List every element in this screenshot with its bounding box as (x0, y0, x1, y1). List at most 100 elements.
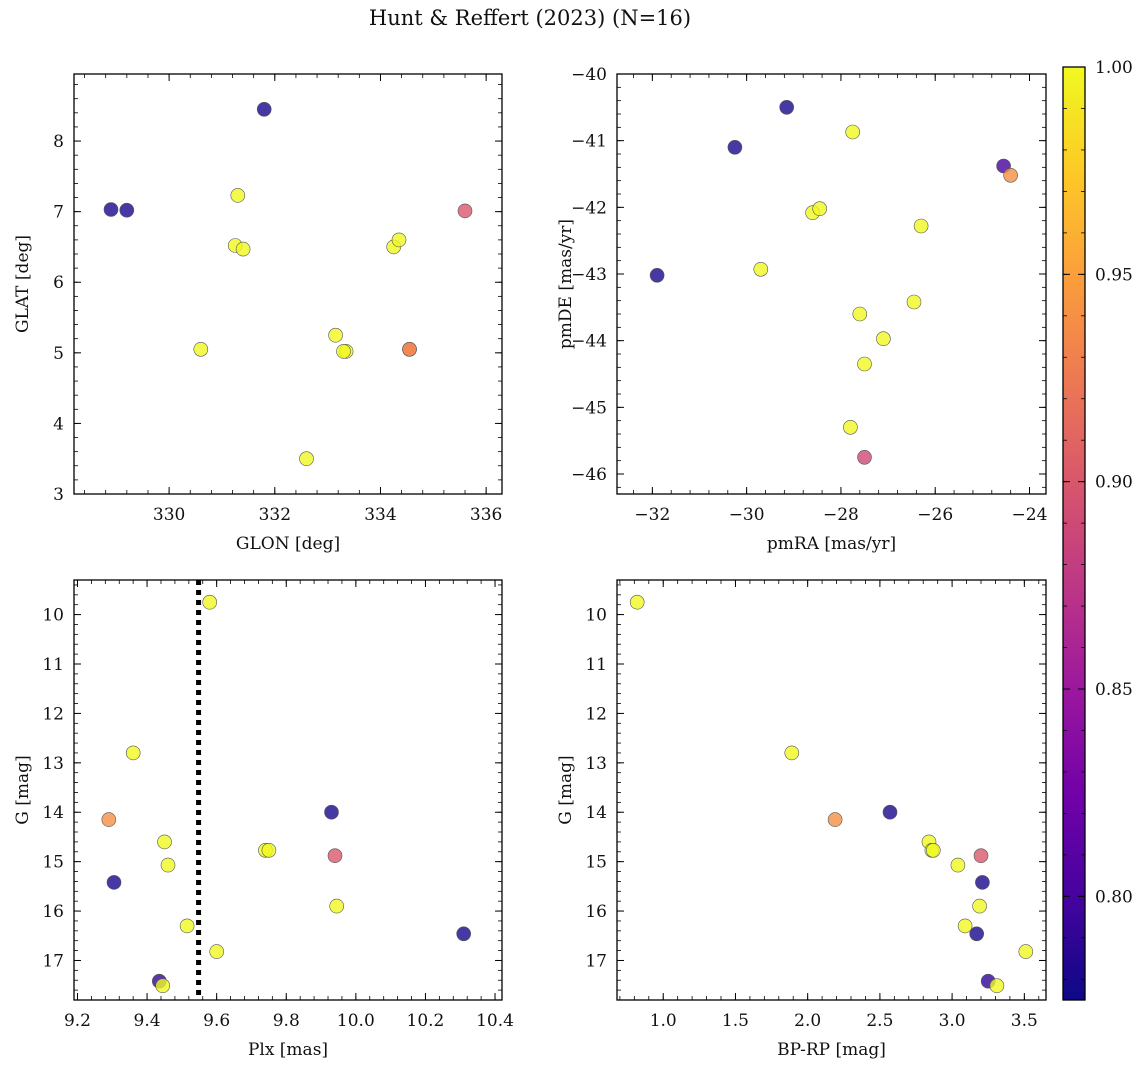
data-point (457, 203, 473, 219)
y-tick-label: 10 (585, 606, 607, 626)
data-point (727, 140, 743, 155)
data-point (876, 331, 891, 347)
figure-title: Hunt & Reffert (2023) (N=16) (368, 6, 692, 30)
data-point (629, 594, 645, 610)
data-point (812, 201, 828, 216)
y-axis-label: G [mag] (556, 755, 576, 824)
data-point (329, 898, 345, 914)
data-point (261, 842, 277, 858)
y-tick-label: 12 (585, 704, 607, 724)
data-point (649, 267, 665, 283)
y-axis-label: pmDE [mas/yr] (556, 219, 576, 349)
x-axis-label: pmRA [mas/yr] (767, 534, 896, 554)
data-point (989, 978, 1005, 994)
x-tick-label: 9.4 (134, 1011, 161, 1031)
data-point (179, 918, 195, 934)
x-tick-label: −30 (729, 505, 765, 525)
x-tick-label: 3.0 (939, 1011, 966, 1031)
x-tick-label: 2.5 (866, 1011, 893, 1031)
y-tick-label: 3 (53, 485, 64, 505)
x-tick-label: −32 (634, 505, 670, 525)
data-point (456, 926, 472, 942)
data-point (157, 834, 172, 850)
panel-2: −32 −30 −28 −26 −24 −46 −45 −44 −43 −42 −41 −40 pmRA… (556, 65, 1047, 554)
data-point (857, 356, 872, 372)
x-tick-label: 2.0 (794, 1011, 821, 1031)
data-point (256, 102, 272, 117)
y-tick-label: 14 (42, 803, 64, 823)
x-axis-label: GLON [deg] (236, 534, 340, 554)
x-axis-label: Plx [mas] (248, 1040, 328, 1060)
panel-4: 1.0 1.5 2.0 2.5 3.0 3.5 10 11 12 13 14 15 16 17 BP-RP … (556, 579, 1047, 1060)
x-tick-label: 10.0 (337, 1011, 375, 1031)
data-point (299, 451, 314, 467)
x-tick-label: 9.2 (64, 1011, 91, 1031)
data-point (913, 218, 929, 234)
y-tick-label: 17 (42, 951, 64, 971)
colorbar-tick-label: 0.80 (1095, 887, 1133, 907)
y-tick-label: 5 (53, 344, 64, 364)
data-point (101, 812, 117, 827)
data-point (779, 100, 795, 115)
x-tick-label: 3.5 (1011, 1011, 1038, 1031)
data-point (106, 875, 122, 890)
data-point (119, 202, 135, 218)
data-point (235, 241, 251, 257)
data-point (843, 419, 858, 435)
data-point (845, 124, 861, 140)
y-tick-label: −42 (571, 198, 607, 218)
data-point (925, 842, 941, 858)
y-tick-label: −40 (571, 65, 607, 85)
data-point (906, 294, 922, 310)
data-point (209, 944, 224, 959)
data-point (1018, 944, 1034, 959)
data-point (784, 745, 800, 761)
data-point (193, 341, 209, 357)
data-point (336, 344, 351, 359)
data-point (202, 594, 217, 610)
data-point (103, 202, 119, 217)
y-tick-label: 11 (585, 655, 607, 675)
axes-frame (616, 579, 1047, 1001)
y-tick-label: −46 (571, 465, 607, 485)
axes-frame (73, 73, 503, 495)
data-point (950, 857, 966, 873)
y-tick-label: 8 (53, 132, 64, 152)
y-axis-label: GLAT [deg] (13, 235, 33, 333)
y-tick-label: 6 (53, 273, 64, 293)
x-tick-label: 9.8 (273, 1011, 300, 1031)
data-point (852, 306, 868, 322)
y-tick-label: −41 (571, 132, 607, 152)
y-tick-label: 16 (42, 902, 64, 922)
data-point (857, 449, 872, 465)
axes-frame (73, 579, 503, 1001)
data-point (391, 232, 407, 248)
y-tick-label: 15 (42, 853, 64, 873)
colorbar-tick-label: 0.90 (1095, 473, 1133, 493)
colorbar-tick-label: 0.95 (1095, 265, 1133, 285)
y-tick-label: 14 (585, 803, 607, 823)
data-point (975, 875, 990, 890)
data-point (827, 812, 843, 827)
y-tick-label: −43 (571, 265, 607, 285)
data-point (402, 341, 417, 357)
y-tick-label: 12 (42, 704, 64, 724)
data-point (230, 188, 246, 203)
x-tick-label: 10.4 (476, 1011, 514, 1031)
y-tick-label: 4 (53, 414, 64, 434)
colorbar-frame (1062, 66, 1086, 1001)
data-point (973, 848, 989, 864)
data-point (882, 804, 898, 820)
x-tick-label: 10.2 (407, 1011, 445, 1031)
x-tick-label: 9.6 (203, 1011, 230, 1031)
colorbar-tick-label: 1.00 (1095, 58, 1133, 78)
data-point (753, 261, 769, 277)
x-tick-label: 1.5 (722, 1011, 749, 1031)
y-tick-label: 15 (585, 853, 607, 873)
data-point (972, 898, 987, 914)
x-tick-label: −24 (1012, 505, 1048, 525)
x-tick-label: 336 (470, 505, 502, 525)
x-axis-label: BP-RP [mag] (777, 1040, 886, 1060)
data-point (969, 926, 985, 942)
colorbar: 0.80 0.85 0.90 0.95 1.00 (1062, 58, 1133, 1001)
